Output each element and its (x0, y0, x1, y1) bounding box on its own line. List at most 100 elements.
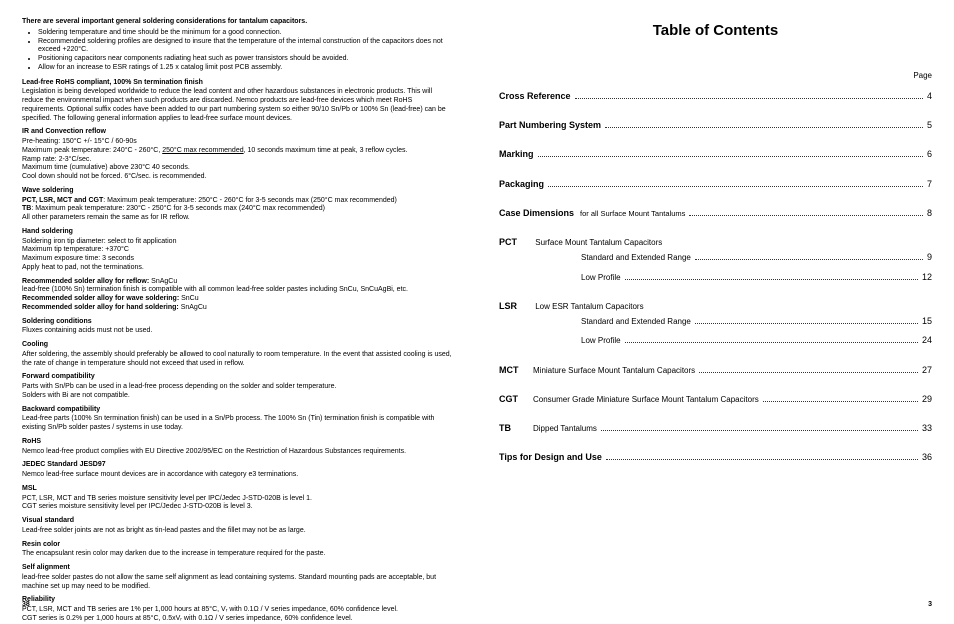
bullet-item: Allow for an increase to ESR ratings of … (38, 64, 455, 73)
section-line: Cool down should not be forced. 6°C/sec.… (22, 173, 455, 182)
toc-dots (699, 372, 918, 373)
section-line: All other parameters remain the same as … (22, 214, 455, 223)
toc-dots (695, 259, 923, 260)
toc-dots (605, 127, 923, 128)
section-body: PCT, LSR, MCT and TB series moisture sen… (22, 495, 455, 513)
section-line: Apply heat to pad, not the terminations. (22, 264, 455, 273)
section-body: Nemco lead-free surface mount devices ar… (22, 471, 455, 480)
section-line: Pre-heating: 150°C +/- 15°C / 60-90s (22, 138, 455, 147)
toc-code: PCT (499, 237, 533, 248)
section-jedec: JEDEC Standard JESD97 Nemco lead-free su… (22, 461, 455, 480)
toc-group-lsr: LSR Low ESR Tantalum Capacitors Standard… (499, 301, 932, 347)
section-line: Maximum time (cumulative) above 230°C 40… (22, 164, 455, 173)
toc-sublabel: Standard and Extended Range (581, 317, 691, 327)
toc-entry-cgt: CGT Consumer Grade Miniature Surface Mou… (499, 394, 932, 405)
page-number: 38 (22, 601, 30, 610)
toc-page: 27 (922, 365, 932, 376)
section-rohs: RoHS Nemco lead-free product complies wi… (22, 438, 455, 457)
toc-sublabel: Low Profile (581, 336, 621, 346)
section-backward-compat: Backward compatibility Lead-free parts (… (22, 406, 455, 433)
section-title: Reliability (22, 596, 455, 605)
section-title: MSL (22, 485, 455, 494)
toc-entry-mct: MCT Miniature Surface Mount Tantalum Cap… (499, 365, 932, 376)
section-title: Soldering conditions (22, 318, 455, 327)
toc-label: Cross Reference (499, 91, 571, 102)
section-body: Lead-free parts (100% Sn termination fin… (22, 415, 455, 433)
toc-entry-tb: TB Dipped Tantalums 33 (499, 423, 932, 434)
section-title: RoHS (22, 438, 455, 447)
section-line: TB: Maximum peak temperature: 230°C - 25… (22, 205, 455, 214)
toc-dots (538, 156, 923, 157)
toc-label: Miniature Surface Mount Tantalum Capacit… (533, 366, 695, 376)
section-title: Lead-free RoHS compliant, 100% Sn termin… (22, 79, 455, 88)
section-wave: Wave soldering PCT, LSR, MCT and CGT: Ma… (22, 187, 455, 223)
toc-dots (548, 186, 923, 187)
toc-note: for all Surface Mount Tantalums (580, 209, 685, 218)
section-msl: MSL PCT, LSR, MCT and TB series moisture… (22, 485, 455, 512)
page-column-label: Page (499, 71, 932, 81)
section-line: Recommended solder alloy for hand solder… (22, 304, 455, 313)
toc-code: TB (499, 423, 533, 434)
section-body: PCT, LSR, MCT and TB series are 1% per 1… (22, 606, 455, 624)
section-title: IR and Convection reflow (22, 128, 455, 137)
section-body: Parts with Sn/Pb can be used in a lead-f… (22, 383, 455, 401)
toc-page: 8 (927, 208, 932, 219)
section-title: Cooling (22, 341, 455, 350)
section-line: Recommended solder alloy for wave solder… (22, 295, 455, 304)
section-cooling: Cooling After soldering, the assembly sh… (22, 341, 455, 368)
section-self-alignment: Self alignment lead-free solder pastes d… (22, 564, 455, 591)
toc-page: 24 (922, 335, 932, 346)
toc-code: LSR (499, 301, 533, 312)
toc-page: 6 (927, 149, 932, 160)
left-page: There are several important general sold… (0, 0, 477, 618)
section-title: Visual standard (22, 517, 455, 526)
page-number: 3 (928, 601, 932, 610)
section-ir-reflow: IR and Convection reflow Pre-heating: 15… (22, 128, 455, 182)
section-title: Resin color (22, 541, 455, 550)
toc-subentry: Low Profile 24 (499, 335, 932, 346)
toc-page: 29 (922, 394, 932, 405)
section-line: Recommended solder alloy for reflow: SnA… (22, 278, 455, 287)
toc-dots (575, 98, 923, 99)
section-title: Forward compatibility (22, 373, 455, 382)
section-body: Nemco lead-free product complies with EU… (22, 448, 455, 457)
toc-entry-marking: Marking 6 (499, 149, 932, 160)
toc-dots (695, 323, 918, 324)
toc-subentry: Standard and Extended Range 15 (499, 316, 932, 327)
section-visual: Visual standard Lead-free solder joints … (22, 517, 455, 536)
toc-dots (625, 342, 918, 343)
section-title: JEDEC Standard JESD97 (22, 461, 455, 470)
toc-page: 7 (927, 179, 932, 190)
section-line: Maximum exposure time: 3 seconds (22, 255, 455, 264)
right-page: Table of Contents Page Cross Reference 4… (477, 0, 954, 618)
section-forward-compat: Forward compatibility Parts with Sn/Pb c… (22, 373, 455, 400)
toc-subentry: Standard and Extended Range 9 (499, 252, 932, 263)
toc-page: 9 (927, 252, 932, 263)
section-title: Wave soldering (22, 187, 455, 196)
toc-code: CGT (499, 394, 533, 405)
section-hand: Hand soldering Soldering iron tip diamet… (22, 228, 455, 273)
bullet-item: Soldering temperature and time should be… (38, 29, 455, 38)
intro-heading: There are several important general sold… (22, 18, 455, 27)
section-alloy: Recommended solder alloy for reflow: SnA… (22, 278, 455, 313)
toc-group-pct: PCT Surface Mount Tantalum Capacitors St… (499, 237, 932, 283)
toc-page: 15 (922, 316, 932, 327)
toc-label: Tips for Design and Use (499, 452, 602, 463)
section-resin: Resin color The encapsulant resin color … (22, 541, 455, 560)
toc-subentry: Low Profile 12 (499, 272, 932, 283)
toc-entry-part-numbering: Part Numbering System 5 (499, 120, 932, 131)
toc-label: Dipped Tantalums (533, 424, 597, 434)
section-leadfree: Lead-free RoHS compliant, 100% Sn termin… (22, 79, 455, 124)
section-line: Maximum tip temperature: +370°C (22, 246, 455, 255)
section-line: Ramp rate: 2-3°C/sec. (22, 156, 455, 165)
toc-dots (601, 430, 918, 431)
section-conditions: Soldering conditions Fluxes containing a… (22, 318, 455, 337)
section-line: Soldering iron tip diameter: select to f… (22, 238, 455, 247)
toc-page: 5 (927, 120, 932, 131)
toc-dots (689, 215, 923, 216)
toc-label: Surface Mount Tantalum Capacitors (535, 238, 662, 247)
bullet-item: Positioning capacitors near components r… (38, 55, 455, 64)
bullet-item: Recommended soldering profiles are desig… (38, 38, 455, 56)
section-body: After soldering, the assembly should pre… (22, 351, 455, 369)
section-title: Hand soldering (22, 228, 455, 237)
